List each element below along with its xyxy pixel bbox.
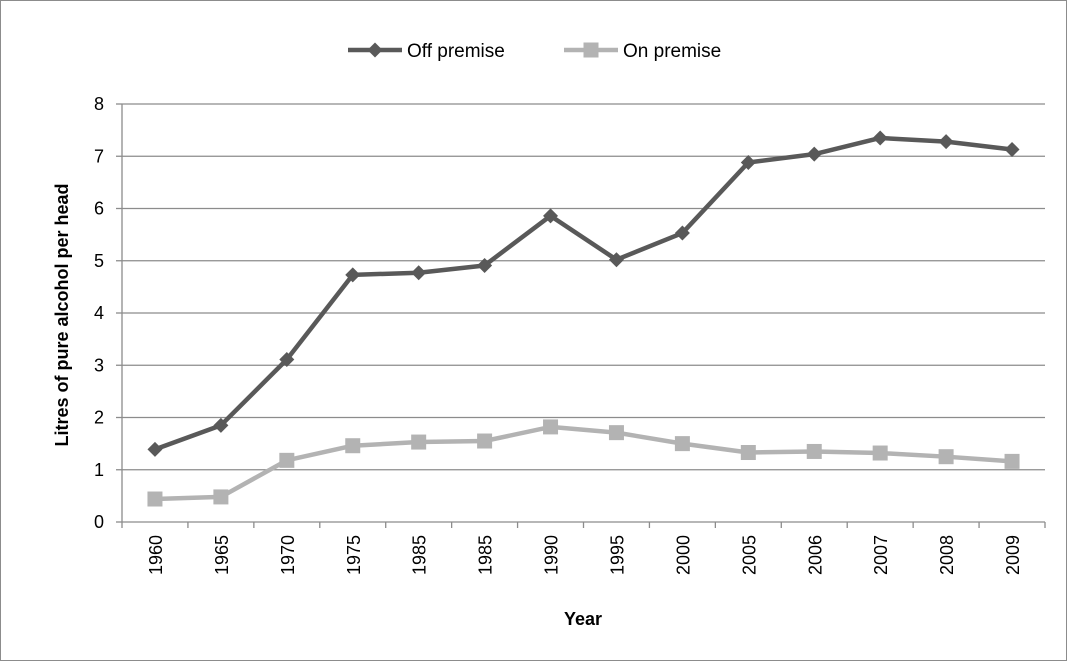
y-tick-label: 1 <box>94 460 104 480</box>
x-tick-label: 1990 <box>542 535 562 575</box>
y-axis-title: Litres of pure alcohol per head <box>52 183 72 446</box>
data-point <box>543 208 559 224</box>
legend-item: Off premise <box>348 41 505 62</box>
data-point <box>740 155 756 171</box>
x-tick-label: 2000 <box>673 535 693 575</box>
data-point <box>938 134 954 150</box>
legend-marker <box>583 42 599 58</box>
data-point <box>674 436 690 452</box>
data-point <box>279 352 295 368</box>
y-tick-label: 3 <box>94 355 104 375</box>
series-1 <box>147 419 1020 507</box>
y-tick-label: 8 <box>94 94 104 114</box>
data-point <box>1004 453 1020 469</box>
x-tick-label: 2007 <box>871 535 891 575</box>
data-point <box>213 417 229 433</box>
data-point <box>279 452 295 468</box>
data-point <box>345 438 361 454</box>
data-point <box>147 491 163 507</box>
data-point <box>411 265 427 281</box>
data-point <box>674 225 690 241</box>
legend-marker <box>367 42 383 58</box>
data-point <box>872 130 888 146</box>
x-tick-label: 1975 <box>344 535 364 575</box>
data-point <box>806 146 822 162</box>
x-tick-labels: 1960 1965 1970 1975 1985 1985 1990 1995 2000 2005… <box>146 535 1023 575</box>
y-tick-labels: 0 1 2 3 4 5 6 7 8 <box>94 94 104 532</box>
data-point <box>477 433 493 449</box>
x-tick-label: 1970 <box>278 535 298 575</box>
y-tick-label: 7 <box>94 146 104 166</box>
data-point <box>213 489 229 505</box>
axes <box>116 103 1046 528</box>
legend: Off premise On premise <box>348 41 721 62</box>
series <box>147 130 1020 507</box>
data-point <box>477 257 493 273</box>
x-tick-label: 1960 <box>146 535 166 575</box>
gridlines <box>122 103 1045 471</box>
series-0 <box>147 130 1020 457</box>
series-line <box>154 135 1013 452</box>
data-point <box>411 434 427 450</box>
y-tick-label: 6 <box>94 199 104 219</box>
data-point <box>345 267 361 283</box>
legend-item: On premise <box>564 41 721 62</box>
x-tick-label: 1985 <box>476 535 496 575</box>
y-tick-label: 4 <box>94 303 104 323</box>
x-tick-label: 2008 <box>937 535 957 575</box>
data-point <box>872 445 888 461</box>
data-point <box>608 252 624 268</box>
data-point <box>608 425 624 441</box>
data-point <box>1004 141 1020 157</box>
y-tick-label: 2 <box>94 408 104 428</box>
data-point <box>147 441 163 457</box>
legend-label: On premise <box>623 41 721 62</box>
y-tick-label: 0 <box>94 512 104 532</box>
x-tick-label: 2009 <box>1003 535 1023 575</box>
x-axis-title: Year <box>564 609 602 629</box>
data-point <box>543 419 559 435</box>
x-tick-label: 2005 <box>739 535 759 575</box>
legend-label: Off premise <box>407 41 505 62</box>
x-tick-label: 1985 <box>410 535 430 575</box>
series-line <box>154 424 1013 502</box>
data-point <box>806 443 822 459</box>
data-point <box>740 445 756 461</box>
x-tick-label: 2006 <box>805 535 825 575</box>
x-tick-label: 1965 <box>212 535 232 575</box>
data-point <box>938 449 954 465</box>
y-tick-label: 5 <box>94 251 104 271</box>
x-tick-label: 1995 <box>607 535 627 575</box>
